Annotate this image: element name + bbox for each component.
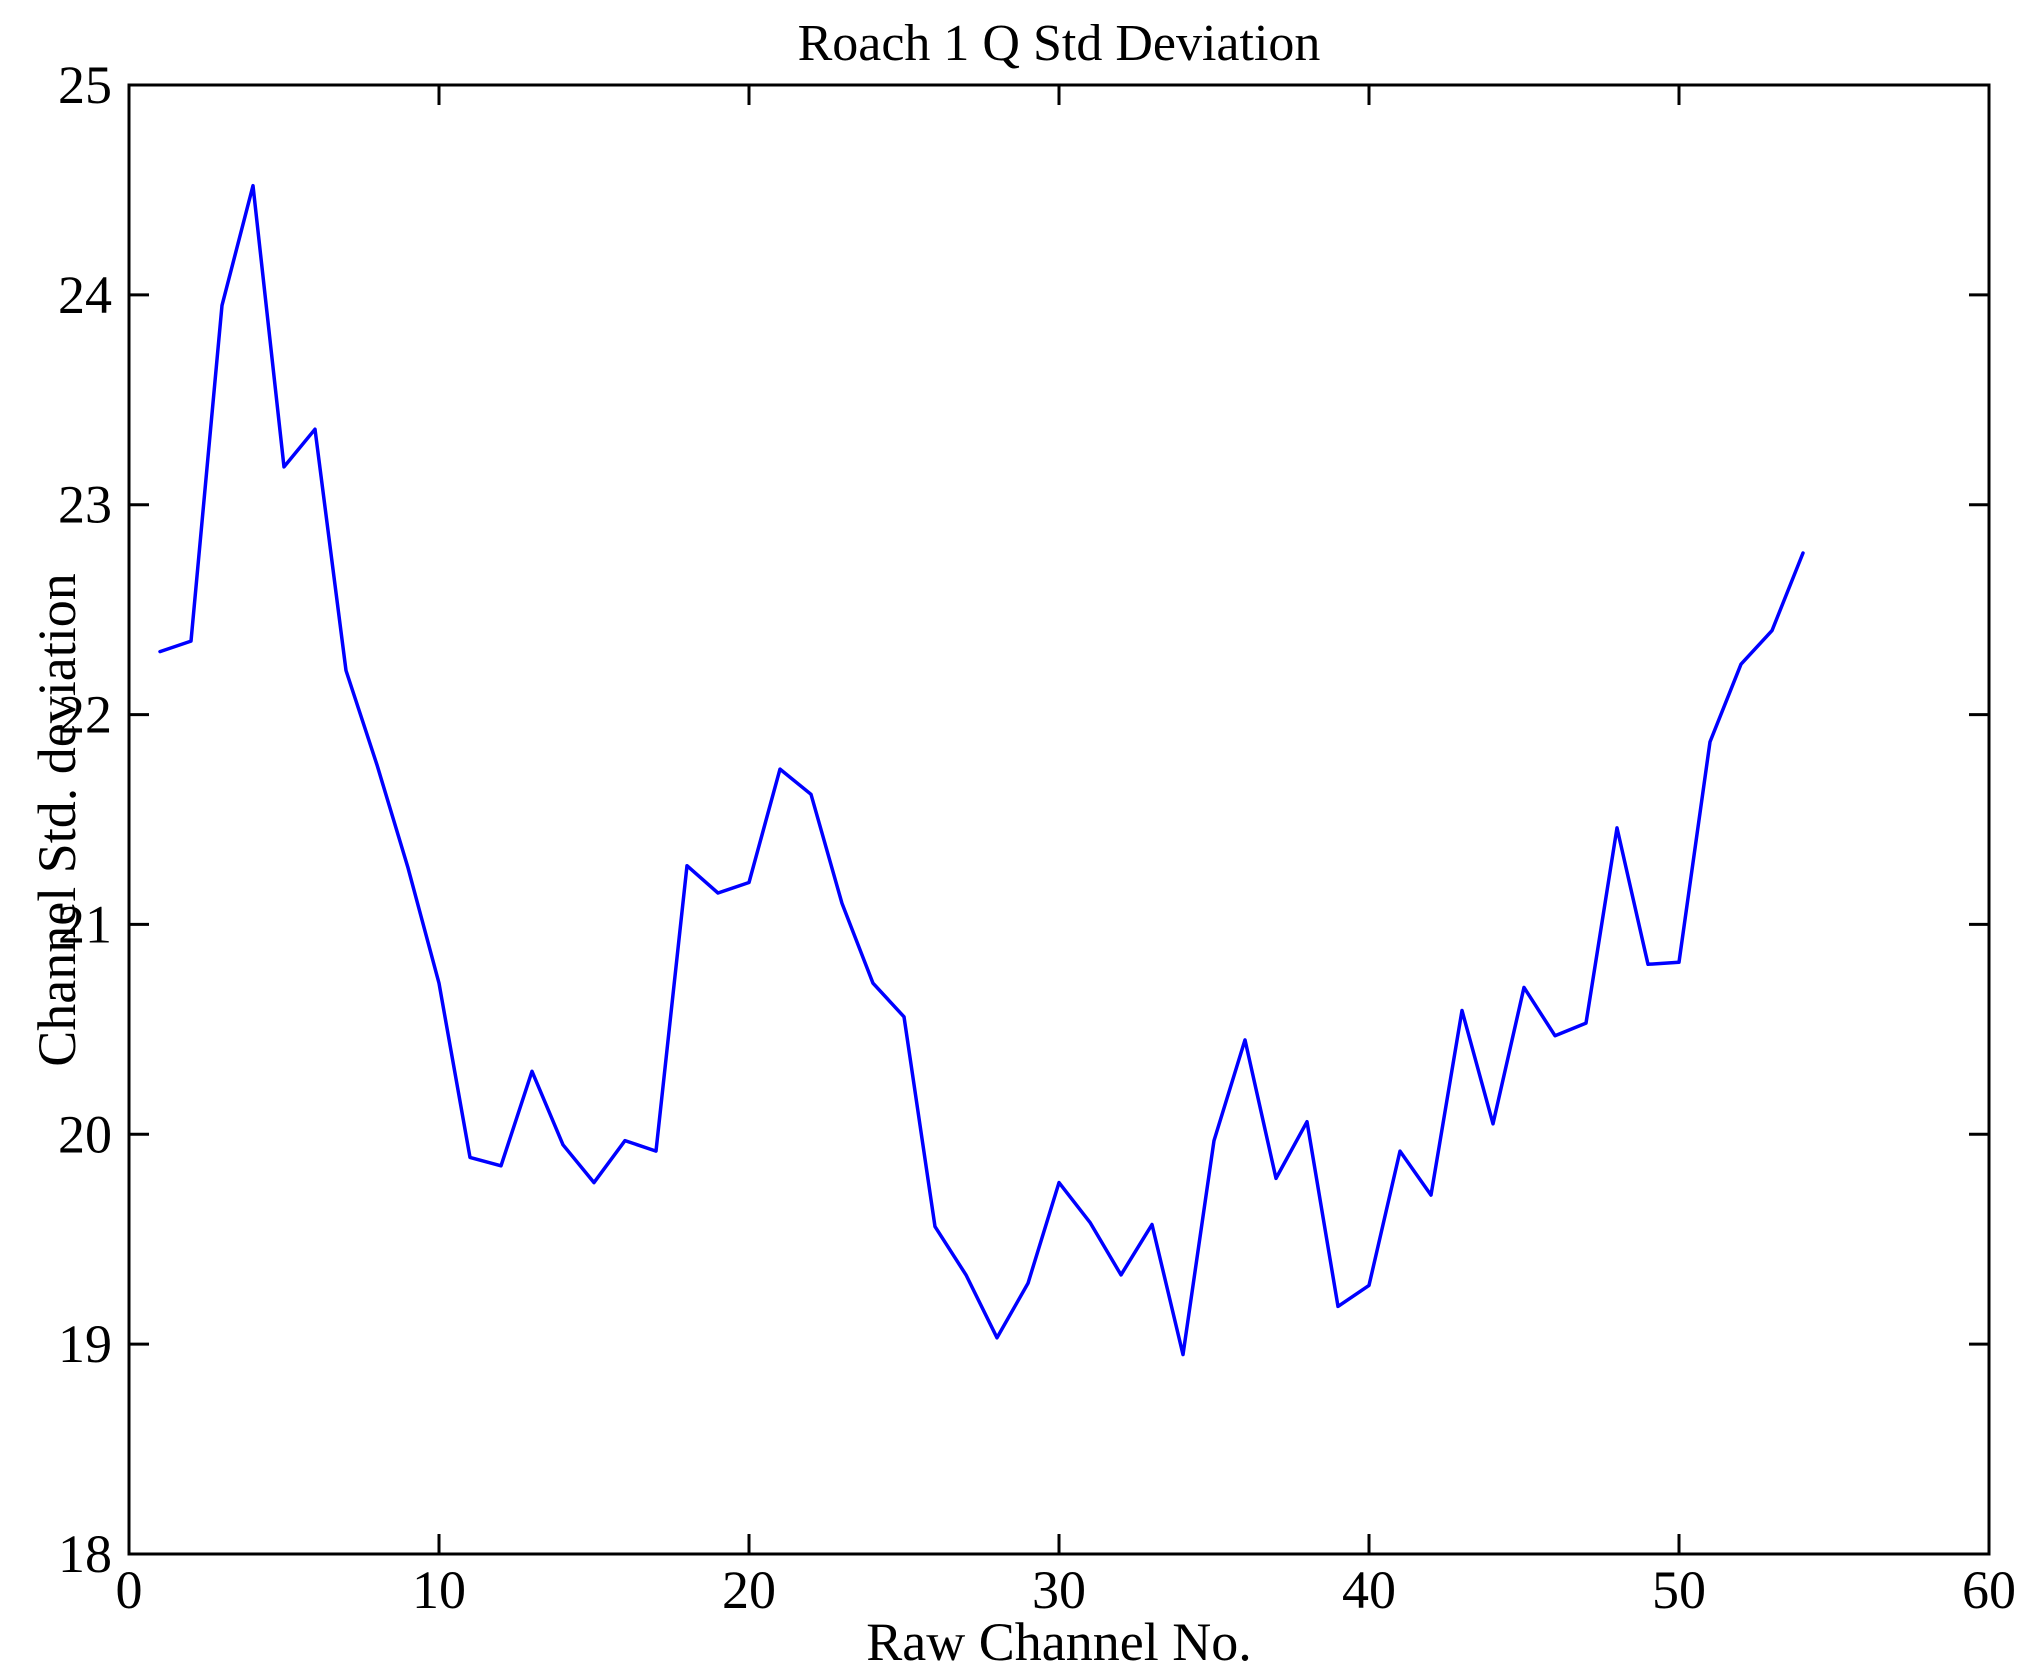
x-tick-label: 60: [1962, 1560, 2016, 1620]
x-tick-label: 10: [412, 1560, 466, 1620]
y-tick-label: 19: [58, 1314, 112, 1374]
x-tick-label: 20: [722, 1560, 776, 1620]
data-series: [158, 183, 1805, 1357]
chart-title: Roach 1 Q Std Deviation: [798, 15, 1321, 72]
x-tick-label: 40: [1342, 1560, 1396, 1620]
x-tick-label: 0: [116, 1560, 143, 1620]
plot-area: [127, 83, 1991, 1556]
y-tick-label: 20: [58, 1104, 112, 1164]
axis-ticks: [127, 83, 1991, 1556]
y-tick-labels: 18 19 20 21 22 23 24 25: [58, 55, 112, 1584]
y-tick-label: 25: [58, 55, 112, 115]
x-tick-label: 30: [1032, 1560, 1086, 1620]
y-axis-label: Channel Std. deviation: [27, 573, 87, 1066]
y-tick-label: 23: [58, 475, 112, 535]
data-line: [158, 183, 1805, 1357]
y-tick-label: 18: [58, 1524, 112, 1584]
y-tick-label: 21: [58, 894, 112, 954]
x-axis-label: Raw Channel No.: [866, 1612, 1251, 1671]
y-tick-label: 24: [58, 265, 112, 325]
plot-box: [127, 83, 1991, 1556]
x-tick-label: 50: [1652, 1560, 1706, 1620]
x-tick-labels: 0 10 20 30 40 50 60: [116, 1560, 2017, 1620]
y-tick-label: 22: [58, 685, 112, 745]
